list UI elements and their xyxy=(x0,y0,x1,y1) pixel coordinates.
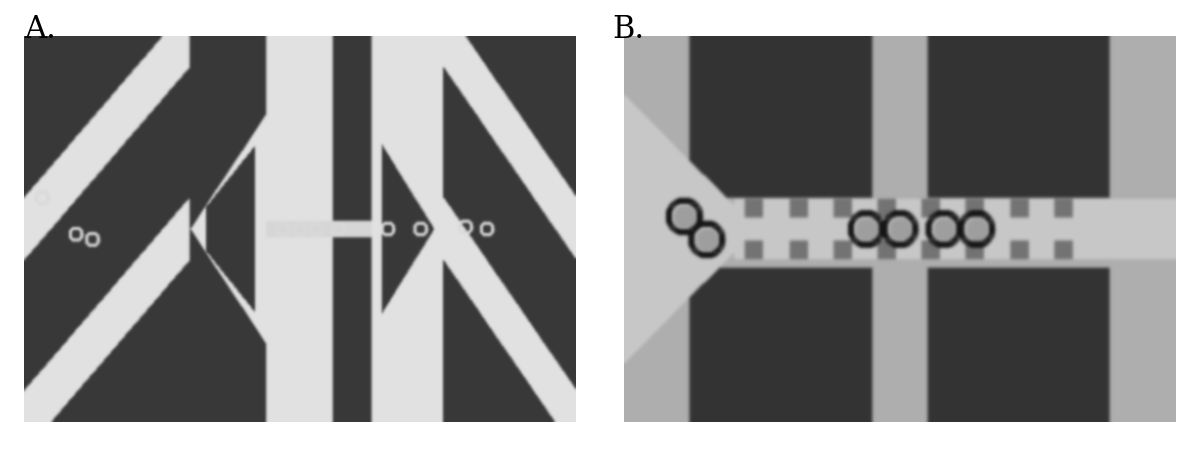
Text: B.: B. xyxy=(612,14,644,44)
Text: A.: A. xyxy=(24,14,56,44)
